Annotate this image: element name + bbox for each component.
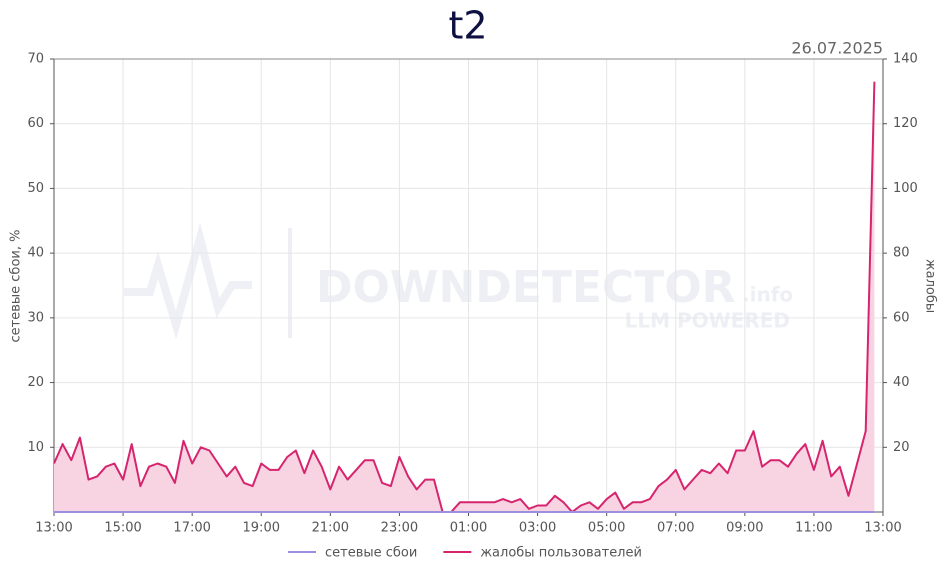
- y2-tick-label: 80: [893, 246, 910, 261]
- x-tick-label: 13:00: [35, 521, 72, 536]
- x-tick-label: 15:00: [104, 521, 141, 536]
- y-tick-label: 20: [27, 375, 44, 390]
- grid: [53, 58, 884, 512]
- y-axis-label: сетевые сбои, %: [9, 230, 24, 343]
- x-tick-label: 11:00: [795, 521, 832, 536]
- legend-label: сетевые сбои: [325, 546, 417, 561]
- y2-tick-label: 120: [893, 116, 918, 131]
- chart-title: t2: [448, 4, 487, 48]
- x-tick-label: 05:00: [588, 521, 625, 536]
- y-tick-label: 60: [27, 116, 44, 131]
- watermark-text: LLM POWERED: [625, 309, 790, 333]
- watermark: DOWNDETECTOR .info LLM POWERED: [124, 222, 793, 340]
- watermark-text: DOWNDETECTOR: [316, 262, 736, 313]
- legend-label: жалобы пользователей: [480, 546, 642, 561]
- y-tick-label: 70: [27, 52, 44, 67]
- chart-date: 26.07.2025: [791, 39, 883, 58]
- x-tick-label: 23:00: [381, 521, 418, 536]
- y-tick-label: 10: [27, 440, 44, 455]
- x-tick-label: 09:00: [726, 521, 763, 536]
- y-tick-label: 30: [27, 310, 44, 325]
- y2-tick-label: 20: [893, 440, 910, 455]
- y-tick-label: 40: [27, 246, 44, 261]
- x-tick-label: 07:00: [657, 521, 694, 536]
- y2-tick-label: 60: [893, 310, 910, 325]
- y2-tick-label: 40: [893, 375, 910, 390]
- x-tick-label: 17:00: [173, 521, 210, 536]
- y-tick-label: 50: [27, 181, 44, 196]
- watermark-text: .info: [742, 283, 793, 307]
- line: [53, 81, 876, 513]
- y2-tick-label: 100: [893, 181, 918, 196]
- x-tick-label: 01:00: [450, 521, 487, 536]
- x-tick-label: 19:00: [243, 521, 280, 536]
- x-tick-label: 13:00: [864, 521, 901, 536]
- x-tick-label: 03:00: [519, 521, 556, 536]
- watermark-logo: [124, 222, 252, 340]
- x-tick-label: 21:00: [312, 521, 349, 536]
- y2-tick-label: 140: [893, 52, 918, 67]
- y2-axis-label: жалобы: [923, 259, 938, 313]
